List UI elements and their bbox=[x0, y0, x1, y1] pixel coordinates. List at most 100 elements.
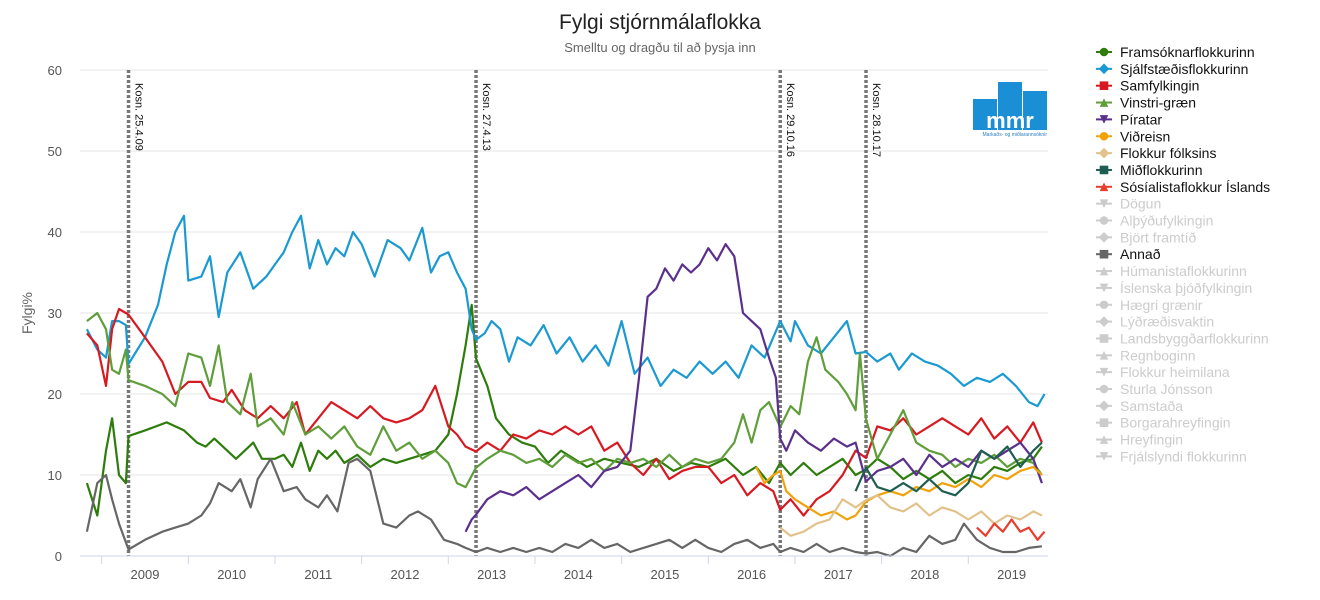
election-label: Kosn. 29.10.16 bbox=[784, 83, 796, 157]
legend-item[interactable]: Lýðræðisvaktin bbox=[1096, 314, 1214, 330]
legend-item[interactable]: Regnboginn bbox=[1096, 347, 1196, 363]
series-line bbox=[86, 311, 1043, 489]
legend-label: Annað bbox=[1120, 246, 1161, 262]
election-label: Kosn. 27.4.13 bbox=[480, 83, 492, 151]
legend-item[interactable]: Íslenska þjóðfylkingin bbox=[1096, 280, 1252, 296]
y-tick-label: 30 bbox=[48, 306, 62, 321]
election-label: Kosn. 25.4.09 bbox=[133, 83, 145, 151]
logo-bar-2 bbox=[998, 82, 1022, 130]
legend-item[interactable]: Vinstri-græn bbox=[1096, 95, 1196, 111]
legend-label: Vinstri-græn bbox=[1120, 95, 1196, 111]
legend-label: Viðreisn bbox=[1120, 128, 1170, 144]
legend-label: Framsóknarflokkurinn bbox=[1120, 44, 1255, 60]
series-layer bbox=[85, 214, 1046, 558]
legend-item[interactable]: Sjálfstæðisflokkurinn bbox=[1096, 61, 1248, 77]
legend-label: Miðflokkurinn bbox=[1120, 162, 1202, 178]
legend-marker bbox=[1099, 47, 1109, 57]
x-tick-label: 2014 bbox=[564, 567, 593, 582]
legend-marker bbox=[1099, 334, 1109, 343]
y-tick-label: 40 bbox=[48, 225, 62, 240]
legend-label: Samstaða bbox=[1120, 398, 1183, 414]
legend-marker bbox=[1099, 216, 1109, 225]
legend-item[interactable]: Flokkur fólksins bbox=[1096, 145, 1216, 161]
legend-label: Samfylkingin bbox=[1120, 78, 1199, 94]
x-tick-label: 2009 bbox=[131, 567, 160, 582]
legend-label: Borgarahreyfingin bbox=[1120, 415, 1231, 431]
series-line bbox=[976, 518, 1046, 541]
legend-label: Sjálfstæðisflokkurinn bbox=[1120, 61, 1248, 77]
series-line bbox=[85, 214, 1046, 408]
legend-marker bbox=[1099, 435, 1109, 444]
series-line bbox=[854, 441, 1043, 497]
legend-marker bbox=[1099, 249, 1109, 259]
x-tick-label: 2012 bbox=[391, 567, 420, 582]
y-tick-label: 0 bbox=[55, 549, 62, 564]
legend-marker bbox=[1099, 199, 1109, 208]
election-lines: Kosn. 25.4.09 Kosn. 27.4.13 Kosn. 29.10.16… bbox=[126, 70, 882, 556]
y-tick-label: 10 bbox=[48, 468, 62, 483]
logo-text: mmr bbox=[986, 108, 1034, 133]
legend-item[interactable]: Samstaða bbox=[1096, 398, 1183, 414]
legend-marker bbox=[1099, 367, 1109, 377]
x-tick-label: 2019 bbox=[997, 567, 1026, 582]
legend-item[interactable]: Húmanistaflokkurinn bbox=[1096, 263, 1247, 279]
series-line bbox=[755, 465, 1043, 521]
legend-item[interactable]: Píratar bbox=[1096, 111, 1162, 127]
legend-label: Sturla Jónsson bbox=[1120, 381, 1213, 397]
legend: FramsóknarflokkurinnSjálfstæðisflokkurin… bbox=[1096, 44, 1270, 464]
legend-item[interactable]: Framsóknarflokkurinn bbox=[1096, 44, 1255, 60]
legend-item[interactable]: Björt framtíð bbox=[1096, 229, 1196, 245]
legend-marker bbox=[1099, 98, 1109, 107]
legend-item[interactable]: Miðflokkurinn bbox=[1096, 162, 1202, 178]
y-tick-label: 20 bbox=[48, 387, 62, 402]
legend-item[interactable]: Dögun bbox=[1096, 196, 1161, 212]
legend-item[interactable]: Sturla Jónsson bbox=[1096, 381, 1213, 397]
x-tick-label: 2013 bbox=[477, 567, 506, 582]
x-tick-label: 2018 bbox=[910, 567, 939, 582]
legend-item[interactable]: Samfylkingin bbox=[1096, 78, 1199, 94]
y-tick-label: 50 bbox=[48, 144, 62, 159]
legend-label: Lýðræðisvaktin bbox=[1120, 314, 1214, 330]
legend-item[interactable]: Annað bbox=[1096, 246, 1161, 262]
legend-marker bbox=[1098, 63, 1110, 75]
series-line bbox=[85, 457, 1043, 558]
legend-item[interactable]: Flokkur heimilana bbox=[1096, 364, 1230, 380]
legend-item[interactable]: Viðreisn bbox=[1096, 128, 1170, 144]
x-tick-label: 2016 bbox=[737, 567, 766, 582]
chart-title: Fylgi stjórnmálaflokka bbox=[559, 11, 761, 34]
x-tick-label: 2011 bbox=[304, 567, 332, 582]
legend-label: Alþýðufylkingin bbox=[1120, 213, 1213, 229]
election-label: Kosn. 28.10.17 bbox=[870, 83, 882, 157]
legend-marker bbox=[1098, 232, 1110, 243]
legend-item[interactable]: Alþýðufylkingin bbox=[1096, 213, 1213, 229]
legend-item[interactable]: Hreyfingin bbox=[1096, 432, 1183, 448]
logo-bar-1 bbox=[973, 99, 997, 130]
legend-marker bbox=[1099, 452, 1109, 461]
legend-label: Húmanistaflokkurinn bbox=[1120, 263, 1247, 279]
mmr-logo: mmr Markaðs- og miðlarannsóknir bbox=[973, 82, 1047, 138]
logo-tagline: Markaðs- og miðlarannsóknir bbox=[983, 131, 1048, 138]
legend-item[interactable]: Hægri grænir bbox=[1096, 297, 1203, 313]
legend-marker bbox=[1099, 115, 1109, 124]
legend-label: Landsbyggðarflokkurinn bbox=[1120, 330, 1269, 346]
legend-item[interactable]: Borgarahreyfingin bbox=[1096, 415, 1231, 431]
legend-marker bbox=[1098, 147, 1110, 159]
series-line bbox=[779, 494, 1043, 537]
legend-item[interactable]: Sósíalistaflokkur Íslands bbox=[1096, 179, 1270, 195]
legend-label: Frjálslyndi flokkurinn bbox=[1120, 448, 1247, 464]
legend-item[interactable]: Landsbyggðarflokkurinn bbox=[1096, 330, 1269, 346]
y-axis-label: Fylgi% bbox=[19, 292, 35, 334]
chart-subtitle: Smelltu og dragðu til að þysja inn bbox=[564, 40, 756, 55]
series-line bbox=[464, 243, 1043, 533]
legend-label: Flokkur fólksins bbox=[1120, 145, 1216, 161]
legend-label: Píratar bbox=[1120, 111, 1162, 127]
legend-label: Regnboginn bbox=[1120, 347, 1196, 363]
legend-item[interactable]: Frjálslyndi flokkurinn bbox=[1096, 448, 1247, 464]
x-tick-label: 2015 bbox=[650, 567, 679, 582]
legend-label: Hreyfingin bbox=[1120, 432, 1183, 448]
legend-label: Íslenska þjóðfylkingin bbox=[1120, 280, 1252, 296]
legend-marker bbox=[1099, 300, 1109, 310]
legend-marker bbox=[1099, 165, 1109, 175]
legend-label: Sósíalistaflokkur Íslands bbox=[1120, 179, 1270, 195]
